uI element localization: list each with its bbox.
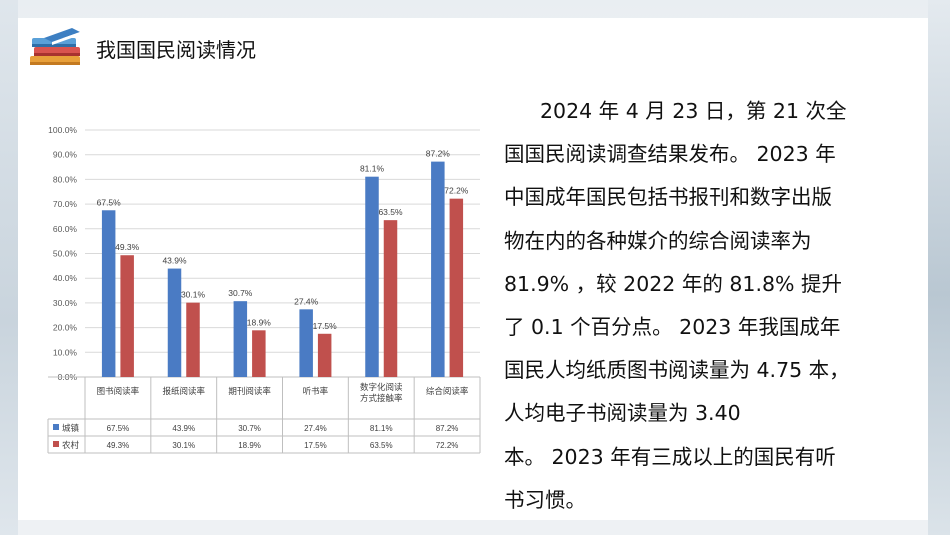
- y-tick-label: 20.0%: [53, 323, 78, 333]
- paragraph-line: 81.9% ，较 2022 年的 81.8% 提升: [504, 271, 842, 296]
- y-tick-label: 30.0%: [53, 298, 78, 308]
- data-label: 81.1%: [360, 164, 385, 174]
- page-title: 我国国民阅读情况: [96, 38, 256, 62]
- y-tick-label: 50.0%: [53, 249, 78, 259]
- paragraph-line: 物在内的各种媒介的综合阅读率为: [504, 228, 812, 253]
- bar: [431, 161, 445, 377]
- paragraph-line: 2024 年 4 月 23 日，第 21 次全: [540, 99, 847, 123]
- y-tick-label: 10.0%: [53, 347, 78, 357]
- y-tick-label: 70.0%: [53, 199, 78, 209]
- bar: [233, 301, 248, 377]
- y-tick-label: 90.0%: [53, 150, 78, 160]
- data-label: 27.4%: [294, 296, 319, 306]
- table-cell-value: 49.3%: [107, 441, 130, 450]
- legend-label: 农村: [62, 440, 80, 451]
- bar: [167, 268, 182, 377]
- paragraph-line: 国民人均纸质图书阅读量为 4.75 本，: [504, 358, 850, 383]
- category-label: 数字化阅读: [360, 382, 403, 393]
- data-label: 17.5%: [313, 321, 338, 331]
- table-cell-value: 72.2%: [436, 441, 459, 450]
- reading-rate-chart: 0.0% 10.0% 20.0% 30.0% 40.0% 50.0% 60.0% 70.0% 8…: [40, 118, 488, 454]
- summary-paragraph: 2024 年 4 月 23 日，第 21 次全国国民阅读调查结果发布。 2023…: [504, 90, 904, 522]
- y-tick-label: 100.0%: [48, 125, 77, 135]
- books-icon: [30, 28, 80, 65]
- bar: [120, 255, 134, 377]
- table-cell-value: 63.5%: [370, 441, 393, 450]
- paragraph-line: 书习惯。: [504, 487, 586, 512]
- table-cell-value: 67.5%: [107, 424, 130, 433]
- legend-label: 城镇: [62, 423, 80, 434]
- paragraph-line: 国国民阅读调查结果发布。 2023 年: [504, 142, 836, 167]
- category-label: 方式接触率: [360, 393, 403, 404]
- data-label: 30.1%: [181, 290, 206, 300]
- paragraph-line: 了 0.1 个百分点。 2023 年我国成年: [504, 315, 841, 340]
- y-tick-label: 40.0%: [53, 273, 78, 283]
- background-mist-right: [928, 0, 950, 535]
- data-label: 30.7%: [228, 288, 253, 298]
- paragraph-line: 人均电子书阅读量为 3.40: [504, 401, 741, 426]
- legend-swatch: [53, 441, 59, 447]
- bar-chart: 0.0%10.0%20.0%30.0%40.0%50.0%60.0%70.0%8…: [47, 125, 481, 454]
- table-cell-value: 17.5%: [304, 441, 327, 450]
- bar: [101, 210, 116, 377]
- category-label: 听书率: [303, 386, 329, 397]
- data-label: 67.5%: [97, 197, 122, 207]
- bar: [365, 176, 379, 377]
- category-label: 期刊阅读率: [228, 386, 271, 397]
- category-label: 报纸阅读率: [162, 386, 205, 397]
- table-cell-value: 30.7%: [238, 424, 261, 433]
- table-cell-value: 30.1%: [172, 441, 195, 450]
- table-cell-value: 18.9%: [238, 441, 261, 450]
- paragraph-line: 本。 2023 年有三成以上的国民有听: [504, 444, 836, 469]
- bar: [186, 302, 200, 377]
- y-tick-label: 80.0%: [53, 174, 78, 184]
- y-tick-label: 60.0%: [53, 224, 78, 234]
- data-label: 18.9%: [247, 317, 272, 327]
- data-label: 63.5%: [378, 207, 403, 217]
- table-cell-value: 87.2%: [436, 424, 459, 433]
- category-label: 图书阅读率: [97, 386, 140, 397]
- bar: [299, 309, 313, 377]
- bar: [383, 220, 398, 377]
- category-label: 综合阅读率: [426, 386, 469, 397]
- background-mist-left: [0, 0, 18, 535]
- table-cell-value: 27.4%: [304, 424, 327, 433]
- paragraph-line: 中国成年国民包括书报刊和数字出版: [504, 185, 832, 210]
- bar: [449, 198, 464, 377]
- bar: [252, 330, 266, 377]
- data-label: 87.2%: [426, 149, 451, 159]
- data-label: 49.3%: [115, 242, 140, 252]
- table-cell-value: 43.9%: [172, 424, 195, 433]
- data-label: 72.2%: [444, 186, 469, 196]
- table-cell-value: 81.1%: [370, 424, 393, 433]
- legend-swatch: [53, 424, 59, 430]
- data-label: 43.9%: [162, 256, 187, 266]
- bar: [317, 333, 332, 377]
